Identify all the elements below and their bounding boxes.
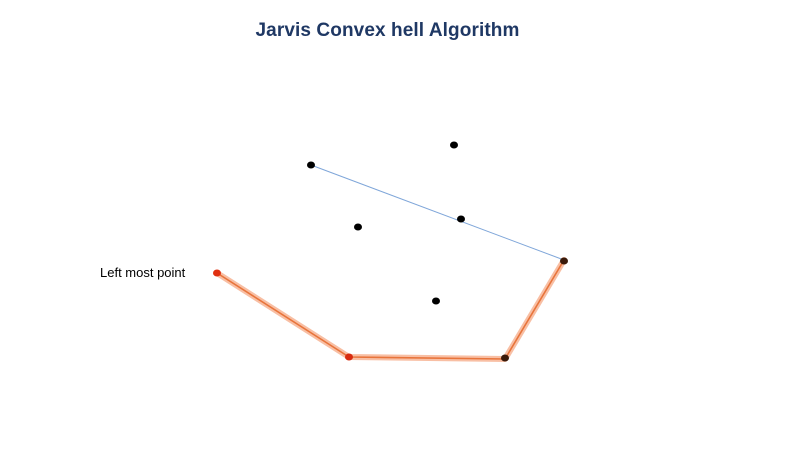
leftmost-point-label: Left most point bbox=[100, 265, 186, 280]
point-right bbox=[560, 257, 568, 265]
point-bottom-right bbox=[501, 354, 509, 362]
hull-edge-core bbox=[216, 259, 565, 360]
candidate-line bbox=[310, 164, 565, 261]
point-top bbox=[450, 141, 458, 149]
point-bottom-left bbox=[345, 353, 353, 361]
hull-edges bbox=[214, 257, 567, 362]
slide-title: Jarvis Convex hell Algorithm bbox=[255, 20, 520, 41]
point-leftmost bbox=[213, 269, 221, 277]
point-middle bbox=[457, 215, 465, 223]
point-top-left bbox=[307, 161, 315, 169]
point-inner-left bbox=[354, 223, 362, 231]
hull-edge-glow bbox=[214, 257, 567, 362]
points bbox=[213, 141, 568, 362]
point-inner-bottom bbox=[432, 297, 440, 305]
